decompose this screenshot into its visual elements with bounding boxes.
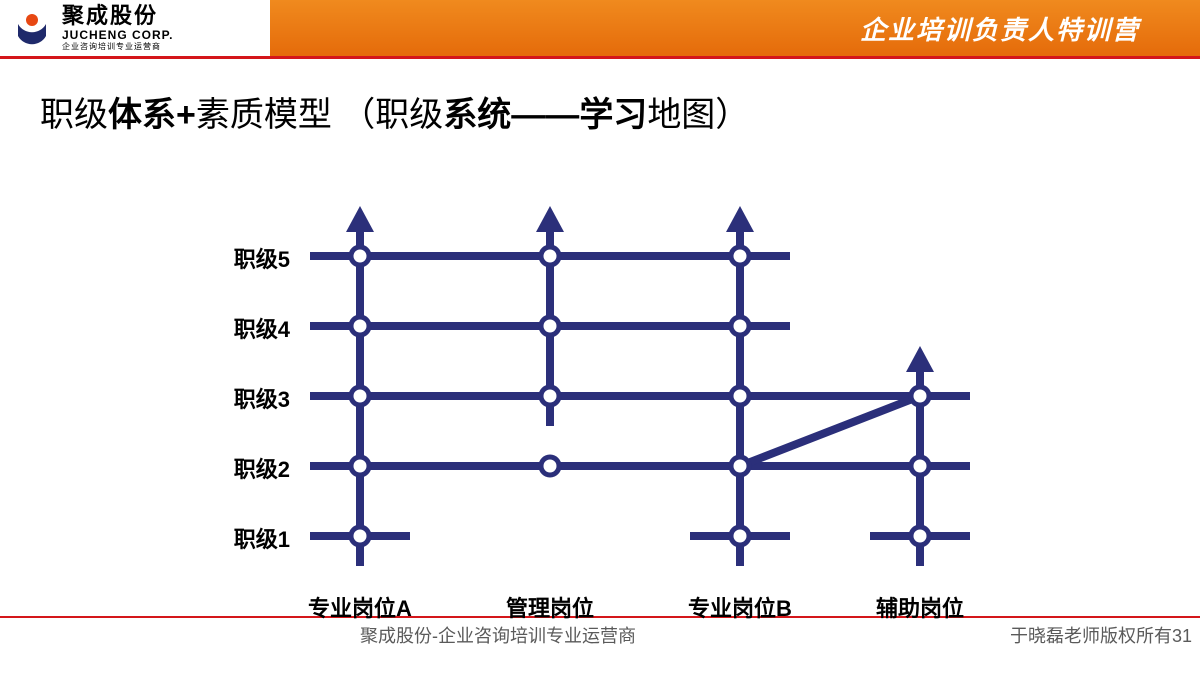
career-ladder-diagram: 职级1职级2职级3职级4职级5专业岗位A管理岗位专业岗位B辅助岗位 [0,136,1200,616]
banner-title: 企业培训负责人特训营 [270,0,1200,56]
logo-icon [10,6,54,50]
logo-en: JUCHENG CORP. [62,29,173,41]
slide-title: 职级体系+素质模型 （职级系统——学习地图） [0,59,1200,136]
col-label: 专业岗位B [688,591,792,623]
col-label: 管理岗位 [506,591,594,623]
footer-left: 聚成股份-企业咨询培训专业运营商 [360,622,636,648]
logo-area: 聚成股份 JUCHENG CORP. 企业咨询培训专业运营商 [0,0,270,56]
row-label: 职级3 [200,382,290,414]
header: 聚成股份 JUCHENG CORP. 企业咨询培训专业运营商 企业培训负责人特训… [0,0,1200,56]
row-label: 职级5 [200,242,290,274]
col-label: 专业岗位A [308,591,412,623]
row-label: 职级4 [200,312,290,344]
footer-right: 于晓磊老师版权所有31 [1010,622,1192,648]
row-label: 职级2 [200,452,290,484]
footer: 聚成股份-企业咨询培训专业运营商 于晓磊老师版权所有31 [0,618,1200,652]
row-label: 职级1 [200,522,290,554]
logo-cn: 聚成股份 [62,5,173,27]
logo-sub: 企业咨询培训专业运营商 [62,43,173,51]
col-label: 辅助岗位 [876,591,964,623]
